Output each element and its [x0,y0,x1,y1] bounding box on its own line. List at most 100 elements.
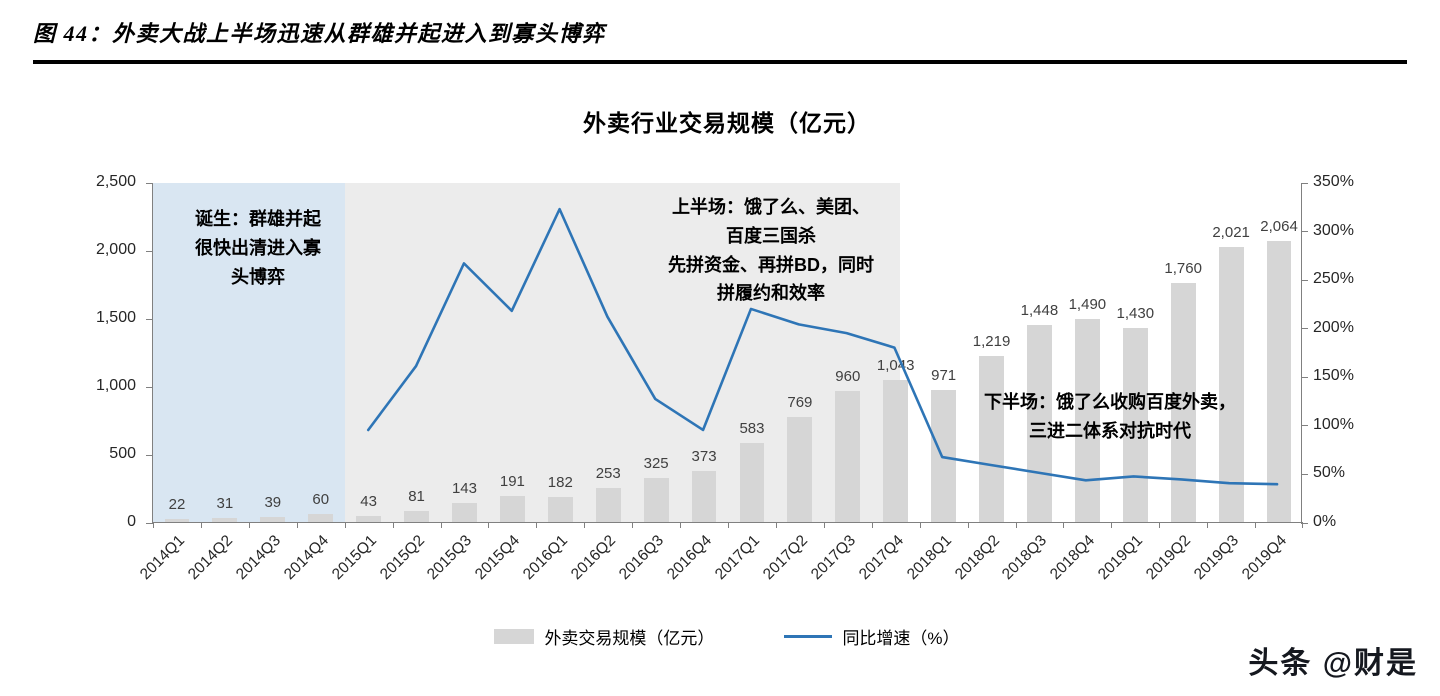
phase-annotation-line: 百度三国杀 [726,225,816,246]
left-tick-mark [146,250,153,252]
bottom-tick-mark [1015,522,1017,528]
y-axis-right-tick-label: 100% [1313,415,1354,433]
x-axis-tick-label: 2016Q3 [616,532,668,584]
bottom-tick-mark [823,522,825,528]
bottom-tick-mark [632,522,634,528]
bar [308,513,334,522]
left-tick-mark [146,522,153,524]
bar-value-label: 1,760 [1164,259,1202,277]
bar-value-label: 253 [595,464,621,482]
x-axis-tick-label: 2016Q4 [664,532,716,584]
y-axis-left: 0 500 1,000 1,500 2,000 2,500 [56,173,146,530]
legend-label: 同比增速（%） [842,629,960,648]
y-axis-left-tick-label: 2,500 [95,173,136,190]
bar [1218,247,1244,522]
bar-value-label: 43 [360,493,377,511]
bar [883,380,909,522]
bar-value-label: 81 [408,487,425,505]
right-tick-mark [1301,376,1308,378]
phase-region [153,183,345,522]
phase-annotation-line: 三进二体系对抗时代 [1029,420,1191,441]
bar [1170,282,1196,522]
bottom-tick-mark [775,522,777,528]
bar-value-label: 2,021 [1212,224,1250,242]
legend-item: 同比增速（%） [784,624,960,649]
left-tick-mark [146,318,153,320]
bar-value-label: 583 [739,419,765,437]
phase-annotation-line: 先拼资金、再拼BD，同时 [668,254,874,275]
bar [787,417,813,522]
bar-value-label: 1,219 [972,333,1011,351]
x-axis-tick-label: 2017Q1 [711,532,763,584]
x-axis-tick-label: 2014Q2 [184,532,236,584]
x-axis-tick-label: 2014Q4 [280,532,332,584]
bar [979,356,1004,522]
y-axis-right-tick-label: 350% [1313,173,1354,190]
x-axis-tick-label: 2014Q1 [136,532,188,584]
x-axis-tick-label: 2015Q4 [472,532,524,584]
left-tick-mark [146,182,153,184]
x-axis: 2014Q1 2014Q2 2014Q3 2014Q4 2015Q1 2015Q2 2015… [137,532,1302,610]
bar-value-label: 373 [691,448,717,466]
bottom-tick-mark [680,522,682,528]
bar [835,391,861,522]
phase-annotation: 下半场：饿了么收购百度外卖， 三进二体系对抗时代 [915,388,1305,446]
bars-layer: 22 31 39 60 43 81 143 191 182 253 325 373 583 769 960 1… [153,183,1301,522]
bottom-tick-mark [440,522,442,528]
x-axis-tick-label: 2019Q3 [1191,532,1243,584]
phase-annotation-line: 上半场：饿了么、美团、 [672,197,870,217]
bottom-tick-mark [584,522,586,528]
bottom-tick-mark [1111,522,1113,528]
right-tick-mark [1301,473,1308,475]
phase-annotation: 上半场：饿了么、美团、 百度三国杀先拼资金、再拼BD，同时 拼履约和效率 [601,193,941,308]
bar [212,517,238,522]
bar-value-label: 1,448 [1020,302,1059,320]
bottom-tick-mark [1255,522,1257,528]
bar [595,487,621,522]
bottom-tick-mark [248,522,250,528]
legend-label: 外卖交易规模（亿元） [544,629,715,648]
bottom-tick-mark [871,522,873,528]
phase-annotation-line: 很快出清进入寡 [195,237,321,258]
x-axis-tick-label: 2017Q3 [807,532,859,584]
right-tick-mark [1301,231,1308,233]
plot-area: 22 31 39 60 43 81 143 191 182 253 325 373 583 769 960 1… [146,182,1308,528]
x-axis-tick-label: 2017Q4 [855,532,907,584]
y-axis-left-tick-label: 500 [109,445,136,462]
bar [547,497,573,522]
bottom-tick-mark [967,522,969,528]
bottom-tick-mark [728,522,729,528]
bottom-tick-mark [296,522,298,528]
bar [1074,319,1100,522]
x-axis-tick-label: 2015Q1 [328,532,380,584]
bottom-tick-mark [344,522,346,528]
phase-annotation-line: 下半场：饿了么收购百度外卖， [984,392,1236,412]
annotations-layer: 诞生：群雄并起 很快出清进入寡 头博弈 上半场：饿了么、美团、 百度三国杀先拼资金、再拼… [153,183,1301,522]
bar [643,477,669,522]
bottom-tick-mark [1063,522,1065,528]
bottom-tick-mark [488,522,490,528]
x-axis-tick-label: 2018Q3 [999,532,1051,584]
x-axis-tick-label: 2019Q1 [1095,532,1147,584]
bar [499,496,525,522]
x-axis-tick-label: 2015Q3 [424,532,476,584]
bar-value-label: 960 [835,368,861,386]
bar-value-label: 1,430 [1116,304,1155,322]
phase-annotation-line: 诞生：群雄并起 [195,209,321,229]
y-axis-right-tick-label: 300% [1313,221,1354,239]
x-axis-tick-label: 2014Q3 [232,532,284,584]
phase-annotation: 诞生：群雄并起 很快出清进入寡 头博弈 [158,205,358,291]
bar-value-label: 769 [787,394,813,412]
bottom-tick-mark [1159,522,1161,528]
bottom-tick-mark [919,522,921,528]
phase-annotation-line: 拼履约和效率 [717,283,825,304]
bar-value-label: 1,490 [1068,296,1107,314]
y-axis-left-tick-label: 1,500 [95,309,136,326]
right-tick-mark [1301,522,1308,524]
legend-item: 外卖交易规模（亿元） [494,624,714,649]
bar-value-label: 325 [643,454,669,472]
y-axis-right-tick-label: 0% [1313,513,1337,530]
right-tick-mark [1301,425,1308,427]
bar-value-label: 31 [216,494,234,512]
